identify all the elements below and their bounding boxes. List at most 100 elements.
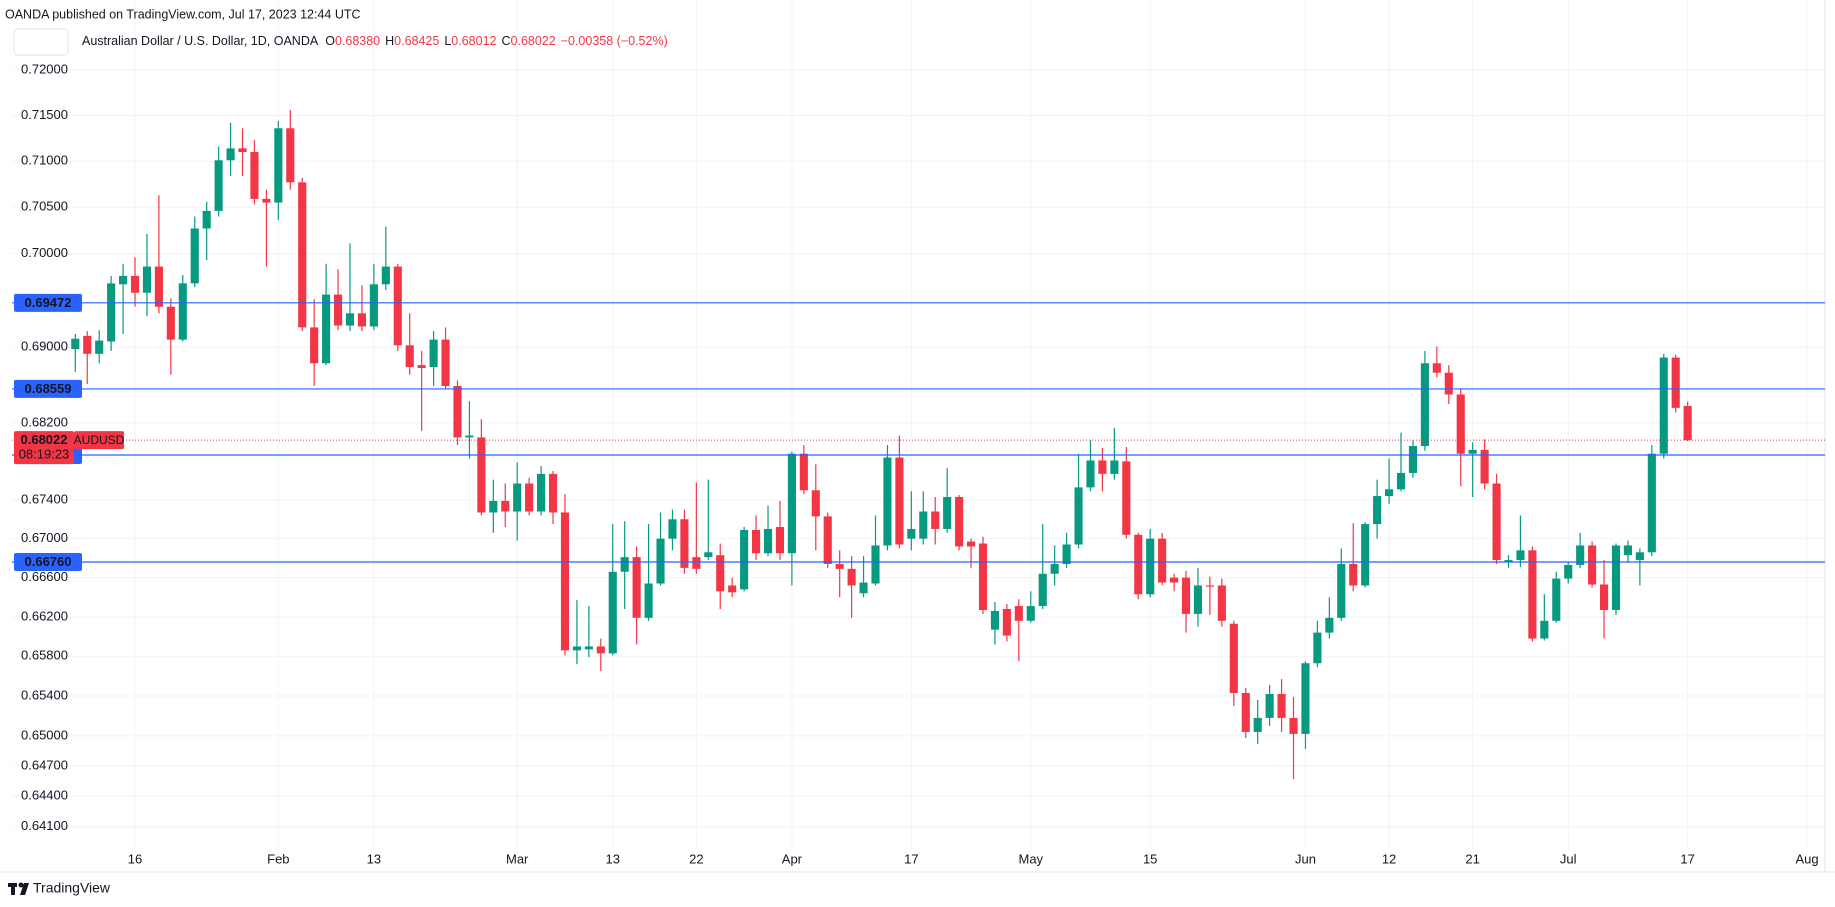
candle-body bbox=[1349, 563, 1358, 586]
x-tick-label: Aug bbox=[1796, 851, 1819, 866]
candle-body bbox=[716, 555, 725, 592]
x-tick-label: May bbox=[1018, 851, 1043, 866]
candle-body bbox=[429, 339, 438, 368]
candle-body bbox=[190, 228, 199, 284]
candle-body bbox=[71, 338, 80, 350]
candle-body bbox=[1146, 538, 1155, 595]
candle-body bbox=[883, 457, 892, 546]
candle-body bbox=[1062, 544, 1071, 564]
candle-body bbox=[656, 538, 665, 584]
legend-value: 0.68022 bbox=[511, 34, 556, 48]
candle-body bbox=[1038, 573, 1047, 607]
logo-shape bbox=[11, 883, 15, 895]
legend-key: H bbox=[385, 34, 394, 48]
candle-body bbox=[895, 457, 904, 545]
candle-body bbox=[1504, 560, 1513, 563]
candle-body bbox=[1516, 550, 1525, 561]
candle-body bbox=[226, 148, 235, 161]
candle-body bbox=[166, 306, 175, 340]
countdown-label: 08:19:23 bbox=[19, 447, 70, 462]
candle-body bbox=[1122, 461, 1131, 535]
candle-body bbox=[1564, 564, 1573, 579]
y-tick-label: 0.71500 bbox=[21, 107, 68, 122]
x-tick-label: Feb bbox=[267, 851, 289, 866]
level-label-box bbox=[14, 379, 82, 398]
candle-body bbox=[333, 294, 343, 326]
candle-body bbox=[262, 198, 271, 203]
candle-body bbox=[1086, 460, 1095, 488]
x-tick-label: Apr bbox=[782, 851, 803, 866]
candle-body bbox=[740, 529, 749, 590]
candle-body bbox=[1229, 623, 1238, 694]
candle-body bbox=[1420, 363, 1429, 447]
candle-body bbox=[1599, 584, 1609, 610]
candle-body bbox=[823, 516, 832, 564]
candle-body bbox=[345, 313, 355, 326]
candle-body bbox=[357, 313, 367, 327]
x-tick-label: 13 bbox=[606, 851, 620, 866]
candle-body bbox=[214, 160, 223, 211]
candle-body bbox=[787, 453, 796, 554]
candle-body bbox=[1385, 489, 1394, 497]
candle-body bbox=[1205, 585, 1214, 587]
y-tick-label: 0.65000 bbox=[21, 727, 68, 742]
level-label-box bbox=[14, 553, 82, 572]
candle-body bbox=[274, 128, 283, 203]
x-tick-label: 21 bbox=[1465, 851, 1479, 866]
candle-body bbox=[1301, 663, 1310, 734]
candle-body bbox=[202, 210, 211, 229]
candle-body bbox=[1265, 694, 1274, 718]
x-tick-label: Jul bbox=[1560, 851, 1577, 866]
candle-body bbox=[119, 275, 128, 285]
candle-body bbox=[154, 266, 163, 307]
candle-body bbox=[1181, 577, 1191, 614]
candle-body bbox=[477, 437, 486, 513]
candle-body bbox=[1408, 446, 1418, 473]
footer-brand: TradingView bbox=[33, 880, 111, 896]
candle-body bbox=[859, 582, 868, 594]
candle-body bbox=[525, 483, 534, 512]
candle-body bbox=[1444, 372, 1453, 395]
candle-body bbox=[1540, 620, 1549, 639]
candle-body bbox=[393, 266, 402, 346]
candle-body bbox=[1647, 453, 1656, 553]
candle-body bbox=[1361, 524, 1370, 586]
candle-body bbox=[1671, 357, 1680, 408]
y-tick-label: 0.67000 bbox=[21, 530, 68, 545]
candle-body bbox=[83, 335, 92, 354]
candle-body bbox=[548, 473, 558, 513]
y-tick-label: 0.70500 bbox=[21, 199, 68, 214]
header: OANDA published on TradingView.com, Jul … bbox=[5, 7, 361, 21]
x-tick-label: 13 bbox=[367, 851, 381, 866]
candle-body bbox=[835, 563, 844, 569]
candle-body bbox=[417, 365, 426, 368]
candle-body bbox=[632, 557, 641, 618]
overlays: 0.72000 0.71500 0.71000 0.70500 0.70000 0.690… bbox=[14, 62, 1819, 866]
candle-body bbox=[1026, 606, 1035, 621]
last-price-label: 0.68022 bbox=[21, 432, 68, 447]
candle-body bbox=[1659, 357, 1668, 454]
candle-body bbox=[728, 585, 737, 593]
candle-body bbox=[1576, 545, 1585, 565]
candle-body bbox=[441, 339, 450, 386]
candle-body bbox=[286, 128, 295, 183]
candle-body bbox=[955, 497, 964, 547]
candle-body bbox=[811, 490, 820, 517]
candle-body bbox=[1480, 449, 1489, 484]
level-label: 0.68559 bbox=[25, 381, 72, 396]
x-tick-label: 17 bbox=[1680, 851, 1694, 866]
candle-body bbox=[1110, 460, 1119, 474]
candle-body bbox=[1456, 394, 1465, 454]
candle-body bbox=[1134, 534, 1143, 595]
legend-key: C bbox=[501, 34, 510, 48]
candle-body bbox=[1492, 483, 1501, 561]
candle-body bbox=[381, 266, 390, 285]
candle-body bbox=[572, 646, 581, 651]
symbol-icon-box[interactable] bbox=[13, 28, 69, 56]
candle-body bbox=[1074, 487, 1083, 545]
candle-body bbox=[990, 610, 999, 630]
candle-body bbox=[1277, 694, 1286, 718]
legend-value: 0.68380 bbox=[335, 34, 380, 48]
candle-body bbox=[1170, 577, 1179, 583]
